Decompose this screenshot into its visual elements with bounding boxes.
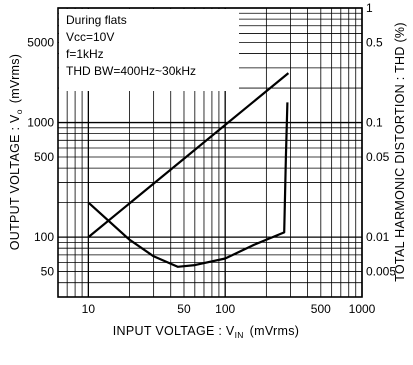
conditions-box: During flats Vcc=10V f=1kHz THD BW=400Hz… [59,9,239,91]
x-tick-labels: 10 50 100 500 1000 [82,302,376,316]
y2-tick-label: 0.005 [366,265,396,279]
condition-line: Vcc=10V [66,30,114,44]
x-tick-label: 100 [215,302,235,316]
y-tick-label: 100 [34,230,54,244]
x-axis-label: INPUT VOLTAGE : VIN (mVrms) [113,324,299,340]
condition-line: During flats [66,13,127,27]
thd-curve [87,102,289,268]
condition-line: THD BW=400Hz~30kHz [66,64,196,78]
plot-frame [57,7,363,298]
y2-tick-label: 0.01 [366,230,390,244]
y-tick-labels: 50 100 500 1000 5000 [27,35,54,278]
y2-axis-label: TOTAL HARMONIC DISTORTION : THD (%) [393,22,407,282]
x-tick-label: 1000 [349,302,376,316]
x-tick-label: 50 [177,302,191,316]
y2-tick-label: 0.5 [366,35,383,49]
condition-line: f=1kHz [66,47,104,61]
y2-tick-label: 1 [366,1,373,15]
y-tick-label: 50 [41,265,55,279]
y-axis-label: OUTPUT VOLTAGE : Vo(mVrms) [8,54,24,251]
x-tick-label: 500 [311,302,331,316]
y2-tick-label: 0.05 [366,150,390,164]
series-layer [87,72,290,268]
output-voltage-curve [87,72,290,238]
y-tick-label: 5000 [27,35,54,49]
y2-tick-label: 0.1 [366,116,383,130]
x-tick-label: 10 [82,302,96,316]
y-tick-label: 1000 [27,116,54,130]
conditions-box-background [59,9,239,91]
y-tick-label: 500 [34,150,54,164]
y2-tick-labels: 0.005 0.01 0.05 0.1 0.5 1 [366,1,396,279]
